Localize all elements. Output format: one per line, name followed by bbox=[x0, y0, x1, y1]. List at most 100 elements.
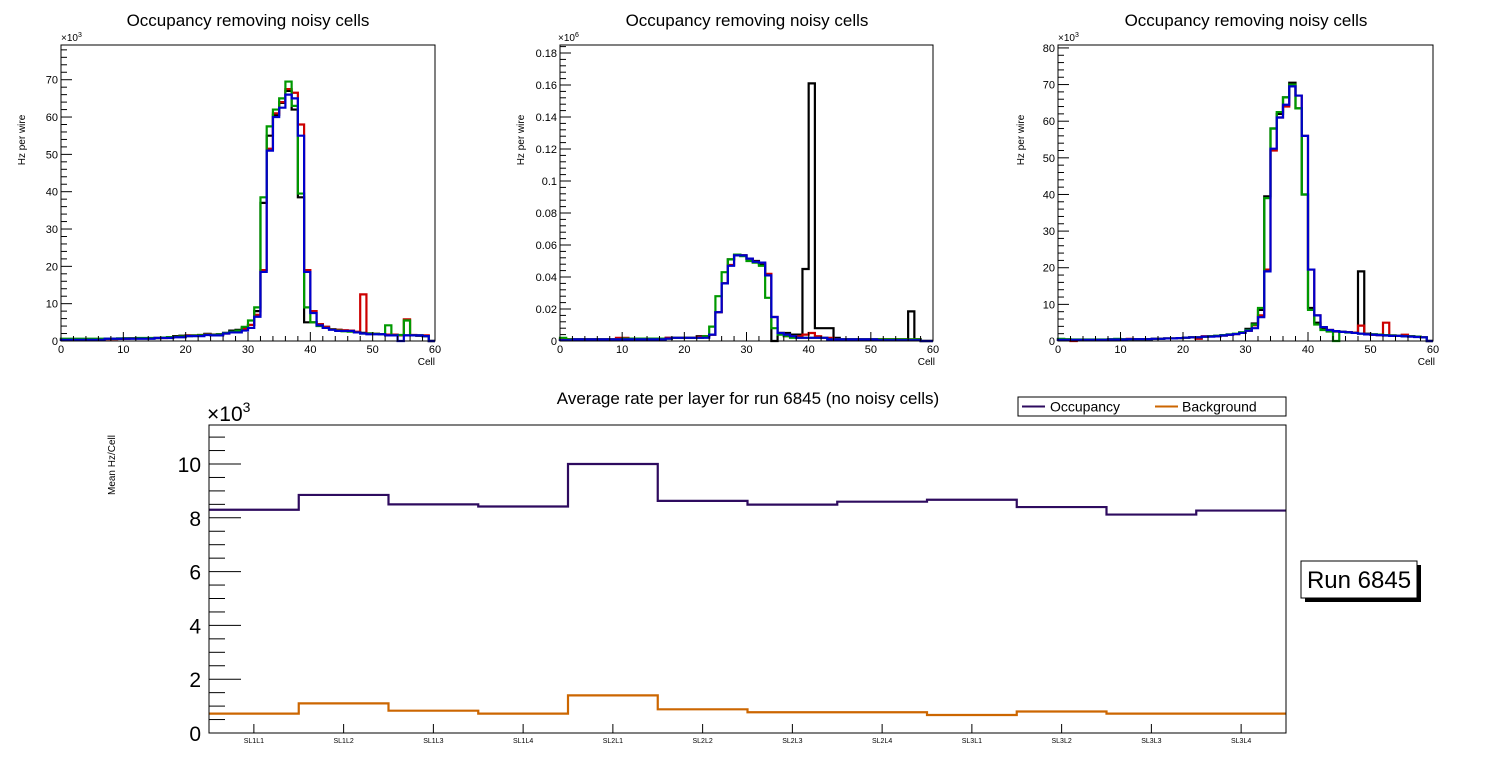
x-tick-label: 10 bbox=[117, 344, 129, 356]
chart-title: Occupancy removing noisy cells bbox=[626, 11, 869, 30]
x-tick-label: 10 bbox=[616, 344, 628, 356]
x-category-label: SL1L3 bbox=[423, 738, 443, 745]
y-tick-label: 0 bbox=[1049, 336, 1055, 348]
x-category-label: SL3L4 bbox=[1231, 738, 1251, 745]
x-tick-label: 40 bbox=[1302, 344, 1314, 356]
y-tick-label: 30 bbox=[46, 224, 58, 236]
x-category-label: SL2L2 bbox=[693, 738, 713, 745]
y-multiplier-label: ×103 bbox=[207, 399, 251, 426]
plot-frame bbox=[1057, 44, 1434, 342]
y-tick-label: 4 bbox=[189, 615, 201, 638]
y-multiplier-label: ×103 bbox=[1058, 32, 1079, 44]
x-tick-label: 40 bbox=[803, 344, 815, 356]
y-tick-label: 40 bbox=[1043, 189, 1055, 201]
x-category-label: SL2L4 bbox=[872, 738, 892, 745]
x-tick-label: 30 bbox=[242, 344, 254, 356]
x-tick-label: 60 bbox=[429, 344, 441, 356]
run-label-text: Run 6845 bbox=[1307, 567, 1411, 594]
plot-frame bbox=[559, 44, 934, 342]
x-category-label: SL2L1 bbox=[603, 738, 623, 745]
y-tick-label: 50 bbox=[46, 149, 58, 161]
legend-box bbox=[1017, 396, 1287, 417]
series-line-green bbox=[1056, 83, 1433, 343]
y-tick-label: 70 bbox=[1043, 80, 1055, 92]
multiplier-base: ×10 bbox=[61, 33, 78, 44]
series-line-red bbox=[59, 87, 435, 343]
y-tick-label: 0.04 bbox=[536, 272, 557, 284]
x-tick-label: 60 bbox=[927, 344, 939, 356]
y-axis-label: Hz per wire bbox=[1016, 114, 1027, 165]
x-axis-label: Cell bbox=[418, 357, 435, 368]
y-tick-label: 0.06 bbox=[536, 240, 557, 252]
multiplier-exponent: 6 bbox=[575, 32, 579, 39]
x-tick-label: 30 bbox=[1239, 344, 1251, 356]
y-tick-label: 6 bbox=[189, 562, 201, 585]
plot-frame bbox=[208, 424, 1287, 734]
y-tick-label: 0 bbox=[52, 336, 58, 348]
x-tick-label: 0 bbox=[58, 344, 64, 356]
y-tick-label: 10 bbox=[178, 454, 201, 477]
series-line-blue bbox=[59, 93, 435, 343]
y-tick-label: 2 bbox=[189, 669, 201, 692]
x-tick-label: 0 bbox=[557, 344, 563, 356]
x-tick-label: 40 bbox=[304, 344, 316, 356]
x-category-label: SL1L4 bbox=[513, 738, 533, 745]
x-category-label: SL2L3 bbox=[782, 738, 802, 745]
legend-label-occupancy: Occupancy bbox=[1050, 399, 1120, 415]
x-axis-label: Cell bbox=[918, 357, 935, 368]
x-category-label: SL3L2 bbox=[1052, 738, 1072, 745]
run-label-frame bbox=[1300, 560, 1418, 599]
y-tick-label: 0.02 bbox=[536, 304, 557, 316]
y-multiplier-label: ×106 bbox=[558, 32, 579, 44]
series-line-black bbox=[1056, 81, 1433, 343]
y-axis-label: Hz per wire bbox=[516, 114, 527, 165]
series-line-black bbox=[59, 89, 435, 343]
y-tick-label: 80 bbox=[1043, 43, 1055, 55]
series-line-green bbox=[59, 80, 435, 343]
x-tick-label: 60 bbox=[1427, 344, 1439, 356]
x-axis-label: Cell bbox=[1418, 357, 1435, 368]
y-tick-label: 0 bbox=[189, 723, 201, 746]
y-tick-label: 10 bbox=[46, 299, 58, 311]
series-line-blue bbox=[558, 254, 933, 343]
y-tick-label: 20 bbox=[46, 261, 58, 273]
y-tick-label: 0.12 bbox=[536, 144, 557, 156]
series-line-black bbox=[558, 82, 933, 343]
x-tick-label: 50 bbox=[367, 344, 379, 356]
plot-frame bbox=[60, 44, 436, 342]
x-tick-label: 30 bbox=[740, 344, 752, 356]
y-tick-label: 0.08 bbox=[536, 208, 557, 220]
legend: Occupancy Background bbox=[1017, 396, 1287, 417]
y-tick-label: 0 bbox=[551, 336, 557, 348]
series-line-red bbox=[558, 254, 933, 343]
series-line-green bbox=[558, 253, 933, 343]
x-tick-label: 50 bbox=[1364, 344, 1376, 356]
multiplier-exponent: 3 bbox=[243, 399, 251, 415]
x-tick-label: 20 bbox=[1177, 344, 1189, 356]
series-line-blue bbox=[1056, 85, 1433, 343]
y-multiplier-label: ×103 bbox=[61, 32, 82, 44]
y-tick-label: 40 bbox=[46, 187, 58, 199]
y-tick-label: 20 bbox=[1043, 263, 1055, 275]
multiplier-base: ×10 bbox=[207, 403, 243, 426]
y-tick-label: 0.1 bbox=[542, 176, 557, 188]
x-category-label: SL1L2 bbox=[334, 738, 354, 745]
x-tick-label: 50 bbox=[865, 344, 877, 356]
multiplier-exponent: 3 bbox=[78, 32, 82, 39]
multiplier-base: ×10 bbox=[1058, 33, 1075, 44]
run-label-box: Run 6845 bbox=[1300, 560, 1421, 602]
chart-title: Occupancy removing noisy cells bbox=[127, 11, 370, 30]
x-tick-label: 20 bbox=[180, 344, 192, 356]
y-tick-label: 0.18 bbox=[536, 48, 557, 60]
chart-title: Average rate per layer for run 6845 (no … bbox=[557, 389, 939, 408]
y-tick-label: 10 bbox=[1043, 299, 1055, 311]
y-tick-label: 30 bbox=[1043, 226, 1055, 238]
x-tick-label: 0 bbox=[1055, 344, 1061, 356]
x-category-label: SL1L1 bbox=[244, 738, 264, 745]
y-tick-label: 70 bbox=[46, 75, 58, 87]
y-tick-label: 0.14 bbox=[536, 112, 557, 124]
y-axis-label: Hz per wire bbox=[17, 114, 28, 165]
x-category-label: SL3L1 bbox=[962, 738, 982, 745]
